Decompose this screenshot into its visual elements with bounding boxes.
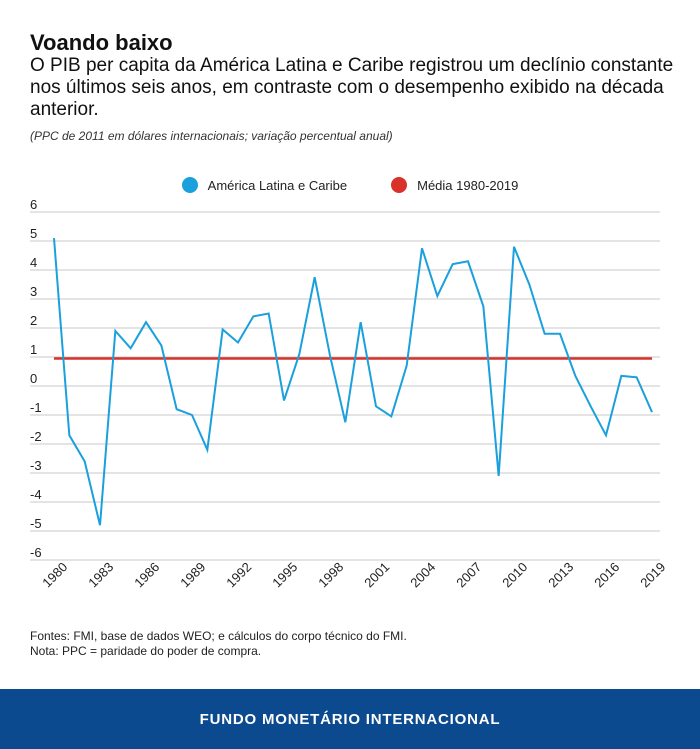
- line-chart: -6 -5 -4 -3 -2 -1 0 1 2 3 4 5 6 1980 1983 1986 1989 1992 1…: [30, 197, 668, 590]
- footer-label: FUNDO MONETÁRIO INTERNACIONAL: [199, 710, 501, 728]
- y-tick-label: -6: [30, 545, 42, 560]
- y-tick-label: -1: [30, 400, 42, 415]
- x-tick-label: 2001: [361, 559, 392, 590]
- y-tick-label: 0: [30, 371, 37, 386]
- y-tick-label: 5: [30, 226, 37, 241]
- imf-footer-banner: FUNDO MONETÁRIO INTERNACIONAL: [0, 689, 700, 749]
- x-tick-label: 1998: [315, 559, 346, 590]
- chart-notes: Fontes: FMI, base de dados WEO; e cálcul…: [30, 629, 407, 659]
- y-tick-label: 3: [30, 284, 37, 299]
- y-tick-label: -3: [30, 458, 42, 473]
- legend-marker-blue-icon: [181, 177, 198, 193]
- y-tick-label: 2: [30, 313, 37, 328]
- x-tick-label: 2013: [545, 559, 576, 590]
- y-tick-label: 6: [30, 197, 37, 212]
- x-tick-label: 1992: [223, 559, 254, 590]
- legend-item-media: Média 1980-2019: [391, 177, 518, 193]
- legend-label-media: Média 1980-2019: [417, 177, 519, 193]
- x-tick-label: 2007: [453, 559, 484, 590]
- legend-item-america-latina: América Latina e Caribe: [181, 177, 348, 193]
- x-tick-label: 1989: [177, 559, 208, 590]
- x-tick-label: 2010: [499, 559, 530, 590]
- chart-legend: América Latina e Caribe Média 1980-2019: [0, 177, 700, 193]
- legend-marker-red-icon: [391, 177, 408, 193]
- x-tick-label: 1983: [85, 559, 116, 590]
- x-tick-label: 1995: [269, 559, 300, 590]
- ppc-note: Nota: PPC = paridade do poder de compra.: [30, 644, 262, 658]
- unit-note: (PPC de 2011 em dólares internacionais; …: [30, 129, 393, 143]
- legend-label-america-latina: América Latina e Caribe: [207, 177, 348, 193]
- y-tick-label: 4: [30, 255, 37, 270]
- chart-title: Voando baixo: [30, 30, 173, 55]
- y-tick-label: -5: [30, 516, 42, 531]
- x-tick-label: 2016: [591, 559, 622, 590]
- x-tick-label: 2019: [637, 559, 668, 590]
- series-line-america-latina: [53, 238, 653, 526]
- x-tick-label: 1986: [131, 559, 162, 590]
- sources-note: Fontes: FMI, base de dados WEO; e cálcul…: [30, 629, 407, 643]
- chart-subtitle: O PIB per capita da América Latina e Car…: [30, 55, 674, 120]
- y-tick-label: -2: [30, 429, 42, 444]
- x-tick-label: 1980: [39, 559, 70, 590]
- x-tick-label: 2004: [407, 559, 438, 590]
- y-tick-label: 1: [30, 342, 37, 357]
- y-tick-label: -4: [30, 487, 42, 502]
